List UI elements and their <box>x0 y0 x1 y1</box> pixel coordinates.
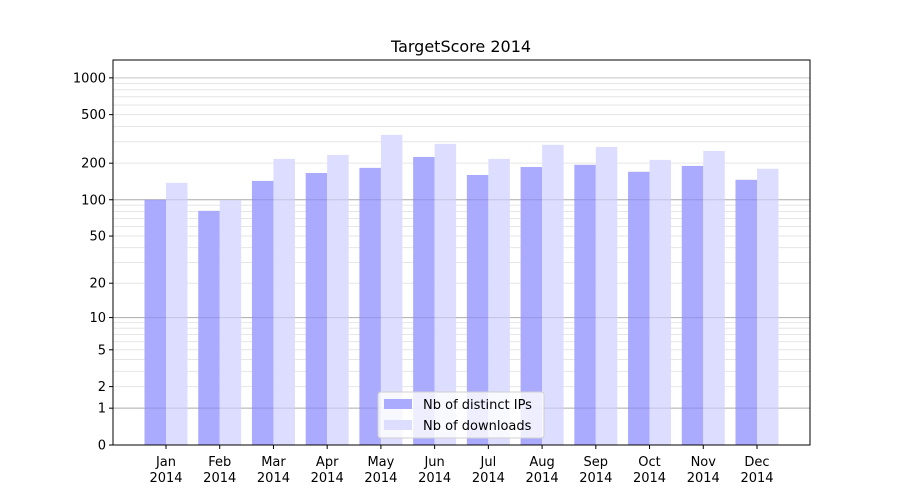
x-tick-label-year: 2014 <box>633 471 666 486</box>
y-tick-label: 5 <box>98 343 106 358</box>
bar-downloads <box>434 143 457 445</box>
x-tick-label-year: 2014 <box>740 471 773 486</box>
legend: Nb of distinct IPs Nb of downloads <box>377 391 545 439</box>
bar-downloads <box>166 182 188 445</box>
bar-distinct-ips <box>413 156 435 445</box>
bar-distinct-ips <box>628 171 650 446</box>
bar-downloads <box>273 158 295 445</box>
x-tick-label-month: Apr <box>316 455 339 470</box>
x-tick-label-year: 2014 <box>526 471 559 486</box>
bar-downloads <box>488 158 510 445</box>
bar-downloads <box>595 146 618 445</box>
y-axis: 0 1 2 5 10 20 50 100 200 500 1000 <box>73 71 113 454</box>
x-tick-label-month: May <box>367 455 394 470</box>
bar-downloads <box>327 154 349 445</box>
y-tick-label: 50 <box>89 230 106 245</box>
y-tick-label: 10 <box>89 311 106 326</box>
x-tick-label-month: Nov <box>691 455 717 470</box>
x-tick-label-month: Mar <box>261 455 286 470</box>
bar-downloads <box>219 200 242 445</box>
bar-downloads <box>757 168 779 445</box>
legend-swatch <box>384 399 412 409</box>
legend-label: Nb of downloads <box>423 419 532 434</box>
x-tick-label-month: Jan <box>155 455 176 470</box>
y-tick-label: 2 <box>98 380 106 395</box>
bar-distinct-ips <box>466 174 489 445</box>
y-tick-label: 0 <box>98 439 106 454</box>
x-tick-label-month: Sep <box>584 455 609 470</box>
y-tick-label: 20 <box>89 277 106 292</box>
bar-downloads <box>380 134 403 445</box>
x-tick-label-month: Oct <box>638 455 660 470</box>
y-tick-label: 1 <box>98 402 106 417</box>
bar-distinct-ips <box>251 180 274 446</box>
x-tick-label-year: 2014 <box>472 471 505 486</box>
bar-downloads <box>649 159 672 445</box>
bar-distinct-ips <box>520 167 543 445</box>
x-tick-label-year: 2014 <box>418 471 451 486</box>
plot-frame <box>112 59 811 446</box>
x-tick-label-month: Feb <box>208 455 231 470</box>
x-tick-label-month: Jul <box>480 455 497 470</box>
bar-distinct-ips <box>735 179 757 445</box>
bar-downloads <box>542 144 564 445</box>
bars <box>113 134 810 446</box>
x-tick-label-month: Jun <box>423 455 444 470</box>
legend-box <box>377 391 545 439</box>
y-tick-label: 1000 <box>73 71 106 86</box>
bar-distinct-ips <box>305 173 328 446</box>
bar-downloads <box>703 150 725 446</box>
bar-distinct-ips <box>681 165 704 446</box>
x-tick-label-year: 2014 <box>311 471 344 486</box>
x-axis: Jan2014Feb2014Mar2014Apr2014May2014Jun20… <box>149 445 774 486</box>
chart-title: TargetScore 2014 <box>390 37 531 56</box>
legend-swatch <box>384 420 412 430</box>
y-tick-label: 500 <box>81 108 106 123</box>
x-tick-label-year: 2014 <box>579 471 612 486</box>
bar-distinct-ips <box>144 199 166 445</box>
y-tick-label: 200 <box>81 157 106 172</box>
y-tick-label: 100 <box>81 193 106 208</box>
x-tick-label-year: 2014 <box>687 471 720 486</box>
x-tick-label-year: 2014 <box>149 471 182 486</box>
x-tick-label-year: 2014 <box>364 471 397 486</box>
bar-distinct-ips <box>574 164 596 445</box>
bar-distinct-ips <box>359 167 381 445</box>
x-tick-label-month: Dec <box>744 455 769 470</box>
x-tick-label-month: Aug <box>529 455 554 470</box>
x-tick-label-year: 2014 <box>257 471 290 486</box>
x-tick-label-year: 2014 <box>203 471 236 486</box>
legend-label: Nb of distinct IPs <box>423 398 532 413</box>
bar-distinct-ips <box>198 210 220 445</box>
